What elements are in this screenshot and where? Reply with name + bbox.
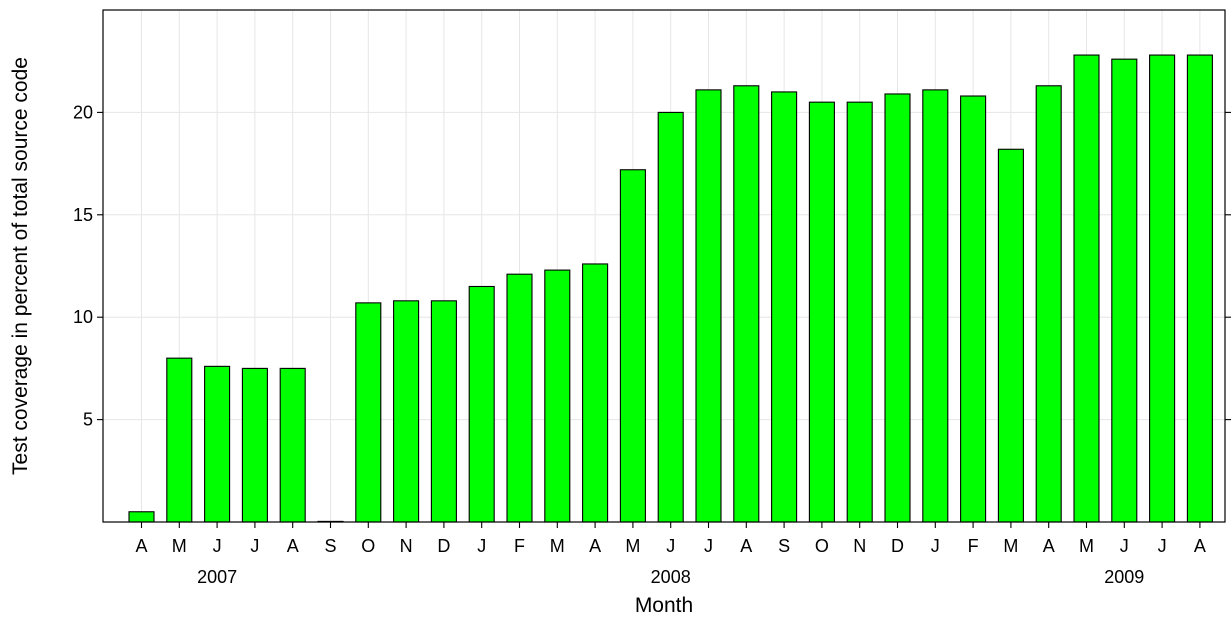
x-tick-label: J — [250, 536, 259, 556]
bar — [960, 95, 987, 523]
bar — [846, 101, 873, 523]
x-tick-label: N — [853, 536, 866, 556]
x-tick-label: M — [1079, 536, 1094, 556]
bar — [430, 300, 457, 523]
bar — [544, 269, 571, 523]
x-tick-label: A — [1043, 536, 1055, 556]
bar — [884, 93, 911, 523]
bar — [657, 111, 684, 523]
bar — [771, 91, 798, 523]
x-tick-label: O — [815, 536, 829, 556]
x-tick-label: S — [778, 536, 790, 556]
x-tick-label: A — [1194, 536, 1206, 556]
bar — [204, 365, 231, 523]
x-tick-label: J — [704, 536, 713, 556]
x-tick-label: J — [477, 536, 486, 556]
bars — [128, 54, 1213, 523]
x-tick-label: J — [666, 536, 675, 556]
bar — [241, 367, 268, 523]
x-tick-label: A — [589, 536, 601, 556]
x-tick-label: N — [400, 536, 413, 556]
bar — [1111, 58, 1138, 523]
year-label: 2008 — [651, 567, 691, 587]
year-label: 2007 — [197, 567, 237, 587]
x-tick-label: F — [968, 536, 979, 556]
y-tick-label: 10 — [73, 307, 93, 327]
x-tick-label: J — [213, 536, 222, 556]
plot-frame — [102, 9, 1226, 523]
bar — [619, 169, 646, 523]
bar — [582, 263, 609, 523]
bar — [922, 89, 949, 523]
bar — [695, 89, 722, 523]
bar — [733, 85, 760, 523]
bar — [1035, 85, 1062, 523]
bar — [393, 300, 420, 523]
x-tick-label: M — [1003, 536, 1018, 556]
x-tick-label: J — [1120, 536, 1129, 556]
x-tick-label: O — [361, 536, 375, 556]
y-tick-label: 20 — [73, 102, 93, 122]
x-tick-label: M — [550, 536, 565, 556]
x-tick-label: D — [437, 536, 450, 556]
bar — [279, 367, 306, 523]
bar — [808, 101, 835, 523]
x-tick-label: M — [172, 536, 187, 556]
x-tick-label: D — [891, 536, 904, 556]
x-tick-label: A — [740, 536, 752, 556]
bar — [468, 285, 495, 523]
year-label: 2009 — [1104, 567, 1144, 587]
x-tick-label: A — [135, 536, 147, 556]
tick-labels: 5 10 15 20 A M J J A S O N D J F M A M J J A S O N D J F M A M J J A 2007… — [73, 102, 1206, 587]
y-tick-label: 15 — [73, 205, 93, 225]
x-tick-label: J — [931, 536, 940, 556]
bar — [1073, 54, 1100, 523]
x-tick-label: J — [1158, 536, 1167, 556]
bar — [1186, 54, 1213, 523]
y-tick-label: 5 — [83, 410, 93, 430]
x-tick-label: F — [514, 536, 525, 556]
bar — [128, 511, 155, 523]
axis-ticks — [97, 111, 1231, 528]
bar — [166, 357, 193, 523]
bar — [355, 302, 382, 523]
x-tick-label: A — [287, 536, 299, 556]
bar — [997, 148, 1024, 523]
x-axis-title: Month — [635, 594, 693, 617]
bar — [1149, 54, 1176, 523]
x-tick-label: S — [324, 536, 336, 556]
bar — [506, 273, 533, 523]
x-tick-label: M — [625, 536, 640, 556]
y-axis-title: Test coverage in percent of total source… — [9, 57, 32, 475]
